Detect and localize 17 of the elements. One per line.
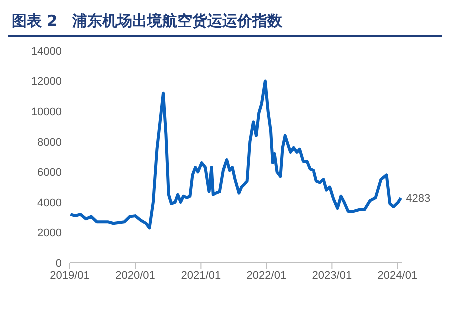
annotation: 4283 bbox=[406, 193, 431, 206]
x-tick-label: 2023/01 bbox=[312, 270, 352, 282]
x-tick-label: 2019/01 bbox=[50, 270, 90, 282]
chart-title: 图表 2 浦东机场出境航空货运运价指数 bbox=[8, 8, 442, 37]
x-tick-label: 2024/01 bbox=[378, 270, 418, 282]
y-tick-label: 14000 bbox=[31, 46, 62, 58]
y-tick-label: 2000 bbox=[38, 228, 62, 240]
x-tick-label: 2022/01 bbox=[246, 270, 287, 282]
y-tick-label: 12000 bbox=[31, 76, 62, 88]
y-tick-label: 6000 bbox=[38, 167, 62, 180]
y-tick-label: 10000 bbox=[31, 106, 62, 118]
x-tick-label: 2020/01 bbox=[116, 270, 156, 282]
line-series bbox=[70, 80, 402, 230]
y-tick-label: 8000 bbox=[38, 136, 62, 149]
x-tick-label: 2021/01 bbox=[181, 270, 222, 282]
y-tick-label: 4000 bbox=[38, 197, 62, 210]
y-tick-label: 0 bbox=[56, 258, 62, 270]
